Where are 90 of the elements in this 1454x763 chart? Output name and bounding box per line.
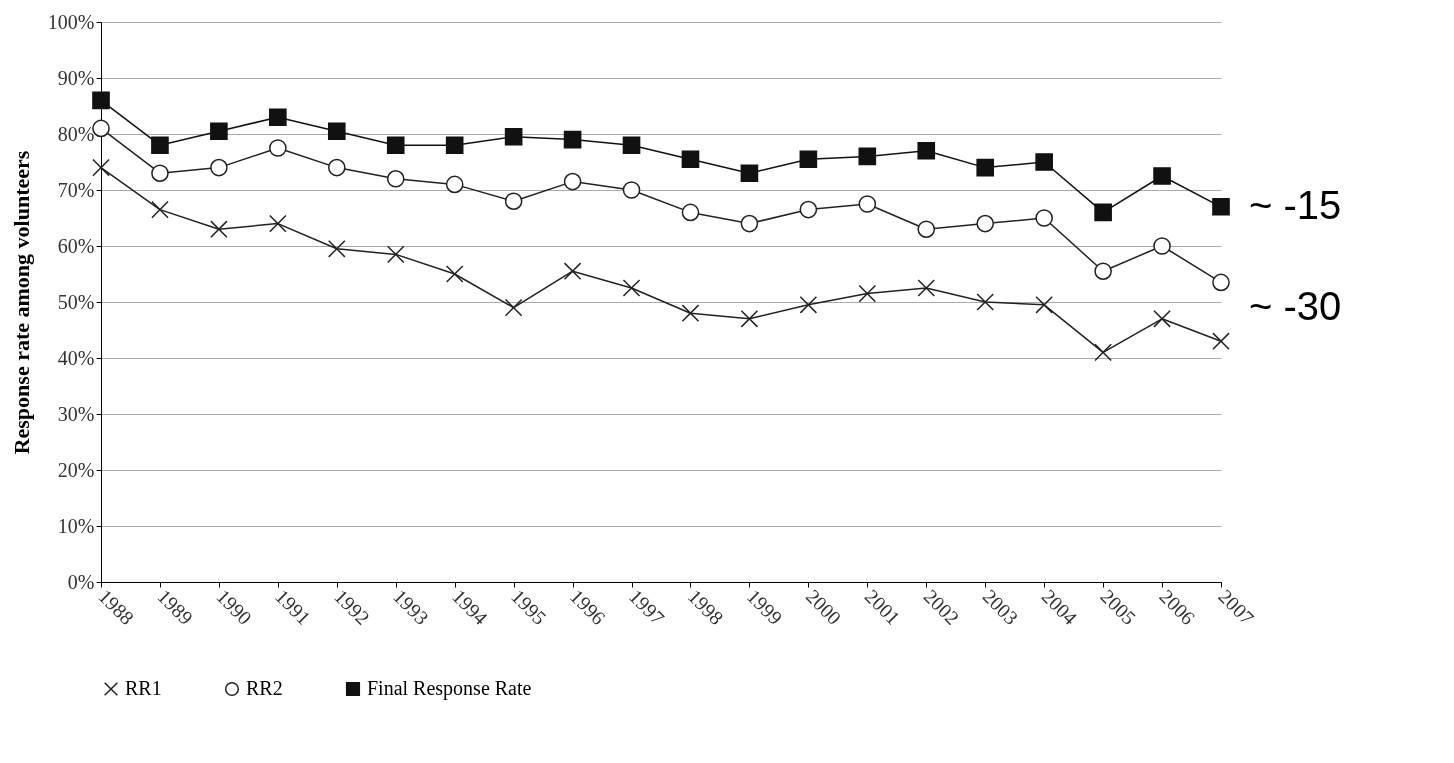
point <box>740 164 759 183</box>
point <box>210 122 228 141</box>
point <box>269 139 287 157</box>
point <box>92 158 110 177</box>
point <box>622 181 641 199</box>
point <box>1212 332 1230 351</box>
point <box>1035 153 1053 171</box>
point <box>976 293 995 311</box>
point <box>210 220 228 239</box>
point <box>563 172 582 191</box>
point <box>740 309 759 328</box>
point <box>740 214 759 233</box>
y-tick-label: 10% <box>57 514 95 537</box>
point <box>976 214 995 233</box>
x-tick-label: 1988 <box>94 585 139 629</box>
y-tick-label: 100% <box>47 10 95 33</box>
point <box>917 279 936 297</box>
point <box>92 119 110 138</box>
annotation: ~ -15 <box>1249 182 1342 227</box>
legend-label: RR1 <box>125 677 162 699</box>
point <box>386 136 405 155</box>
y-tick-label: 60% <box>57 234 95 257</box>
point <box>858 195 877 213</box>
point <box>976 158 995 177</box>
point <box>386 170 405 188</box>
point <box>445 136 464 155</box>
x-tick-label: 2007 <box>1214 585 1259 629</box>
y-tick-label: 0% <box>67 570 95 593</box>
point <box>1094 203 1112 222</box>
x-tick-label: 1998 <box>683 585 728 629</box>
point <box>622 136 641 155</box>
point <box>681 304 700 323</box>
point <box>858 147 877 166</box>
point <box>327 158 346 177</box>
point <box>917 220 936 238</box>
point <box>563 262 582 281</box>
legend-label: RR2 <box>246 677 283 699</box>
y-tick-label: 80% <box>57 122 95 145</box>
y-tick-label: 50% <box>57 290 95 313</box>
point <box>327 122 346 141</box>
y-tick-label: 90% <box>57 66 95 89</box>
point <box>269 108 287 127</box>
point <box>1212 273 1230 292</box>
point <box>799 150 818 169</box>
y-tick-label: 70% <box>57 178 95 201</box>
point <box>386 245 405 264</box>
x-tick-label: 1992 <box>330 585 375 629</box>
x-tick-label: 1999 <box>742 585 787 629</box>
point <box>92 91 110 110</box>
point <box>504 127 523 146</box>
point <box>1094 262 1112 280</box>
point <box>151 136 169 155</box>
point <box>1153 167 1171 185</box>
point <box>799 295 818 314</box>
point <box>622 279 641 297</box>
point <box>445 175 464 194</box>
y-tick-label: 40% <box>57 346 95 369</box>
point <box>1212 197 1230 216</box>
point <box>917 141 936 160</box>
point <box>799 200 818 219</box>
x-tick-label: 1995 <box>507 585 551 629</box>
point <box>445 265 464 283</box>
point <box>1153 309 1171 328</box>
point <box>327 239 346 258</box>
point <box>1094 343 1112 362</box>
y-tick-label: 30% <box>57 402 95 425</box>
point <box>504 298 523 317</box>
x-tick-label: 1996 <box>566 585 610 629</box>
legend-label: Final Response Rate <box>367 677 532 700</box>
x-tick-label: 1994 <box>448 585 492 629</box>
x-tick-label: 1997 <box>624 585 669 629</box>
point <box>210 158 228 177</box>
text: ~ -30 <box>1249 283 1342 328</box>
point <box>151 164 169 182</box>
point <box>1153 237 1171 255</box>
point <box>504 192 523 210</box>
point <box>1035 209 1053 227</box>
x-tick-label: 1989 <box>153 585 198 629</box>
x-tick-label: 1993 <box>389 585 434 629</box>
point <box>151 200 169 219</box>
x-tick-label: 1990 <box>212 585 257 629</box>
x-tick-label: 1991 <box>271 585 316 629</box>
y-tick-label: 20% <box>57 458 95 481</box>
point <box>681 150 700 169</box>
point <box>1035 295 1053 314</box>
point <box>858 284 877 303</box>
point <box>563 130 582 149</box>
point <box>269 214 287 233</box>
point <box>681 203 700 222</box>
y-axis-title: Response rate among volunteers <box>8 150 34 455</box>
